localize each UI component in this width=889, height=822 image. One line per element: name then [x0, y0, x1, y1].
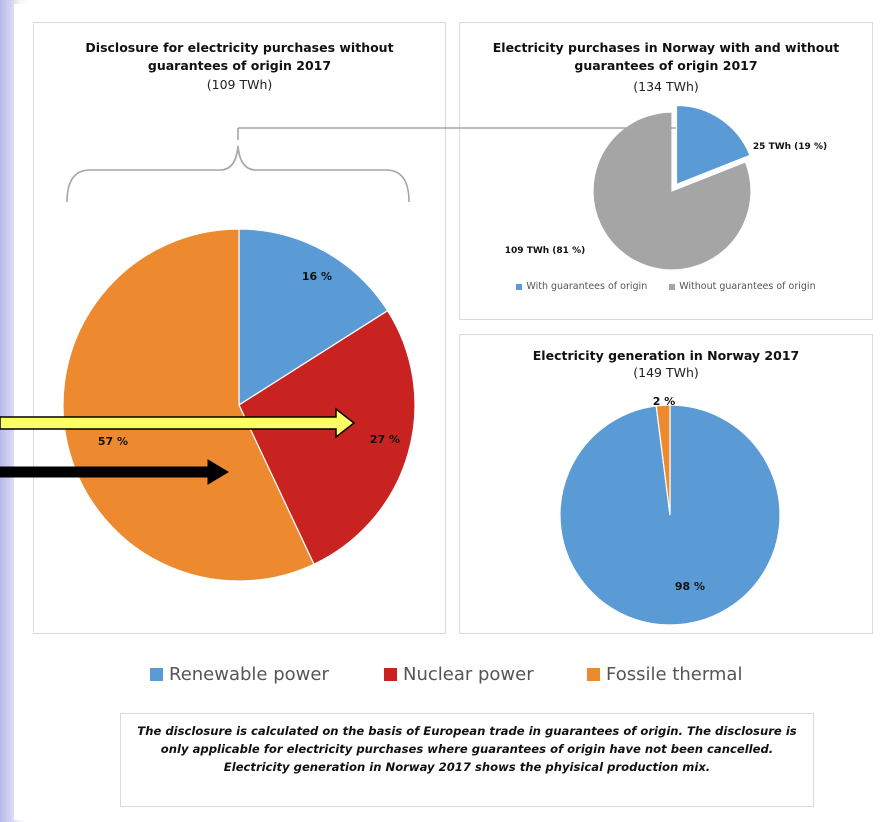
disclosure-panel: Disclosure for electricity purchases wit…: [33, 22, 446, 634]
generation-panel: Electricity generation in Norway 2017 (1…: [459, 334, 873, 634]
legend-nuclear: Nuclear power: [384, 664, 534, 685]
data-label-renewable-power: 16 %: [302, 270, 332, 283]
generation-subtitle: (149 TWh): [633, 365, 699, 380]
purchases-panel: Electricity purchases in Norway with and…: [459, 22, 873, 320]
legend-with-go-swatch: [516, 283, 523, 290]
slice-renewable-power: [238, 228, 389, 407]
slice-with-guarantees-of-origin: [675, 104, 751, 186]
generation-pie-chart: 2 % 98 %: [559, 395, 781, 626]
purchases-legend: With guarantees of origin Without guaran…: [460, 281, 872, 292]
data-label-fossile-thermal: 2 %: [653, 395, 676, 408]
legend-renewable-label: Renewable power: [169, 664, 329, 685]
disclosure-subtitle: (109 TWh): [206, 77, 273, 92]
disclosure-pie-chart: 16 % 27 % 57 %: [62, 228, 416, 582]
data-label-fossile-thermal: 57 %: [98, 435, 128, 448]
data-label-without-go: 109 TWh (81 %): [505, 246, 585, 256]
purchases-subtitle: (134 TWh): [633, 79, 699, 94]
disclosure-title: Disclosure for electricity purchases wit…: [85, 40, 394, 73]
slice-fossile-thermal: [62, 228, 315, 582]
generation-title: Electricity generation in Norway 2017: [532, 348, 800, 363]
purchases-pie-chart: 25 TWh (19 %) 109 TWh (81 %): [505, 104, 827, 271]
slice-fossile-thermal: [655, 404, 671, 516]
purchases-title: Electricity purchases in Norway with and…: [492, 40, 840, 73]
legend-nuclear-swatch: [384, 668, 397, 681]
legend-without-go: Without guarantees of origin: [669, 281, 816, 292]
legend-without-go-label: Without guarantees of origin: [679, 281, 816, 292]
legend-renewable-swatch: [150, 668, 163, 681]
data-label-with-go: 25 TWh (19 %): [753, 142, 827, 152]
data-label-nuclear-power: 27 %: [370, 433, 400, 446]
legend-nuclear-label: Nuclear power: [403, 664, 534, 685]
legend-fossil: Fossile thermal: [587, 664, 742, 685]
legend-renewable: Renewable power: [150, 664, 329, 685]
legend-fossil-swatch: [587, 668, 600, 681]
legend-with-go-label: With guarantees of origin: [526, 281, 648, 292]
legend-without-go-swatch: [669, 283, 676, 290]
legend-with-go: With guarantees of origin: [516, 281, 647, 292]
legend-fossil-label: Fossile thermal: [606, 664, 743, 685]
data-label-renewable-power: 98 %: [675, 580, 705, 593]
disclosure-note: The disclosure is calculated on the basi…: [120, 713, 814, 807]
infographic: Disclosure for electricity purchases wit…: [14, 4, 887, 820]
